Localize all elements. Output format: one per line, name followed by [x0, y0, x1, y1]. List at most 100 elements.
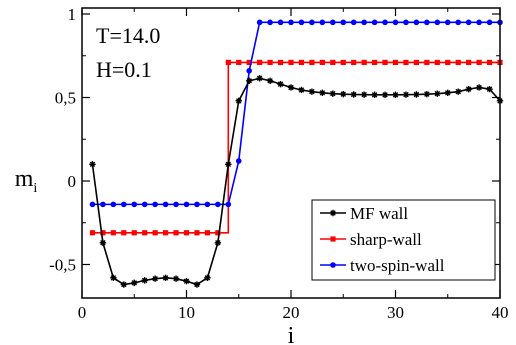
data-point [486, 85, 493, 93]
series-mf-wall [89, 75, 504, 288]
data-point [455, 19, 462, 26]
data-point [476, 59, 482, 66]
data-point [392, 19, 399, 26]
legend-marker [330, 262, 336, 268]
data-point [183, 278, 190, 285]
data-point [173, 230, 179, 236]
data-point [225, 161, 232, 168]
data-point [267, 59, 273, 66]
data-point [381, 91, 389, 99]
data-point [172, 275, 180, 282]
plot-area [89, 19, 504, 288]
data-point [162, 274, 169, 282]
data-point [288, 59, 294, 66]
data-point [246, 67, 252, 74]
series-sharp-wall [89, 59, 503, 236]
data-point [131, 230, 137, 236]
legend-entry: MF wall [320, 204, 408, 223]
data-point [444, 89, 451, 97]
legend-marker [330, 236, 336, 242]
legend-label: sharp-wall [350, 230, 422, 249]
data-point [277, 19, 284, 26]
data-point [330, 19, 336, 26]
data-point [120, 281, 127, 288]
data-point [277, 80, 284, 88]
data-point [204, 201, 211, 208]
y-tick-label: 1 [68, 5, 77, 24]
data-point [308, 88, 316, 95]
data-point [110, 274, 117, 282]
data-point [162, 201, 169, 208]
data-point [392, 59, 399, 66]
data-point [340, 19, 347, 26]
data-point [403, 19, 409, 26]
data-point [455, 59, 461, 66]
data-point [89, 201, 96, 208]
data-point [256, 19, 263, 26]
data-point [89, 230, 96, 236]
data-point [360, 91, 368, 98]
y-axis-label-main: m [15, 166, 34, 192]
y-tick-label: 0,5 [55, 89, 76, 108]
data-point [298, 59, 305, 66]
data-point [110, 230, 116, 236]
data-point [183, 230, 190, 236]
data-point [142, 230, 148, 236]
data-point [121, 201, 127, 208]
x-tick-label: 30 [387, 303, 404, 322]
x-tick-label: 0 [78, 303, 87, 322]
data-point [151, 275, 159, 282]
legend-label: MF wall [350, 204, 408, 223]
data-point [350, 19, 357, 26]
data-point [121, 230, 127, 236]
data-point [486, 19, 493, 26]
data-point [444, 19, 451, 26]
data-point [266, 77, 274, 84]
data-point [235, 158, 242, 164]
data-point [455, 88, 462, 95]
data-point [287, 84, 295, 91]
data-point [193, 281, 201, 288]
y-axis-label: mi [15, 166, 38, 196]
data-point [256, 75, 263, 82]
data-point [236, 59, 242, 66]
data-point [309, 19, 315, 26]
legend-label: two-spin-wall [350, 256, 445, 275]
annotation-temperature: T=14.0 [96, 23, 160, 48]
x-tick-label: 20 [283, 303, 300, 322]
data-point [100, 230, 106, 236]
data-point [257, 59, 263, 66]
y-tick-label: -0,5 [49, 256, 76, 275]
data-point [214, 239, 222, 246]
data-point [466, 59, 472, 66]
data-point [330, 59, 336, 66]
data-point [371, 91, 378, 99]
data-point [445, 59, 451, 66]
data-point [434, 19, 441, 26]
data-point [340, 59, 346, 66]
data-point [392, 91, 399, 99]
data-point [475, 84, 483, 91]
series-line [91, 77, 501, 286]
data-point [486, 59, 493, 66]
data-point [465, 19, 472, 26]
data-point [141, 277, 148, 284]
y-tick-label: 0 [68, 172, 77, 191]
data-point [215, 230, 221, 236]
data-point [476, 19, 482, 26]
y-axis-label-sub: i [33, 181, 37, 196]
ticks: 0 10 20 30 40 1 0,5 0 -0,5 [49, 5, 508, 322]
data-point [110, 201, 117, 208]
data-point [204, 230, 210, 236]
data-point [361, 19, 367, 26]
data-point [423, 90, 431, 98]
data-point [246, 77, 253, 84]
series-line [92, 21, 500, 206]
data-point [277, 59, 284, 66]
data-point [350, 91, 357, 98]
data-point [319, 19, 326, 26]
x-tick-label: 40 [492, 303, 509, 322]
data-point [235, 97, 242, 105]
data-point [298, 86, 305, 94]
data-point [434, 59, 440, 66]
